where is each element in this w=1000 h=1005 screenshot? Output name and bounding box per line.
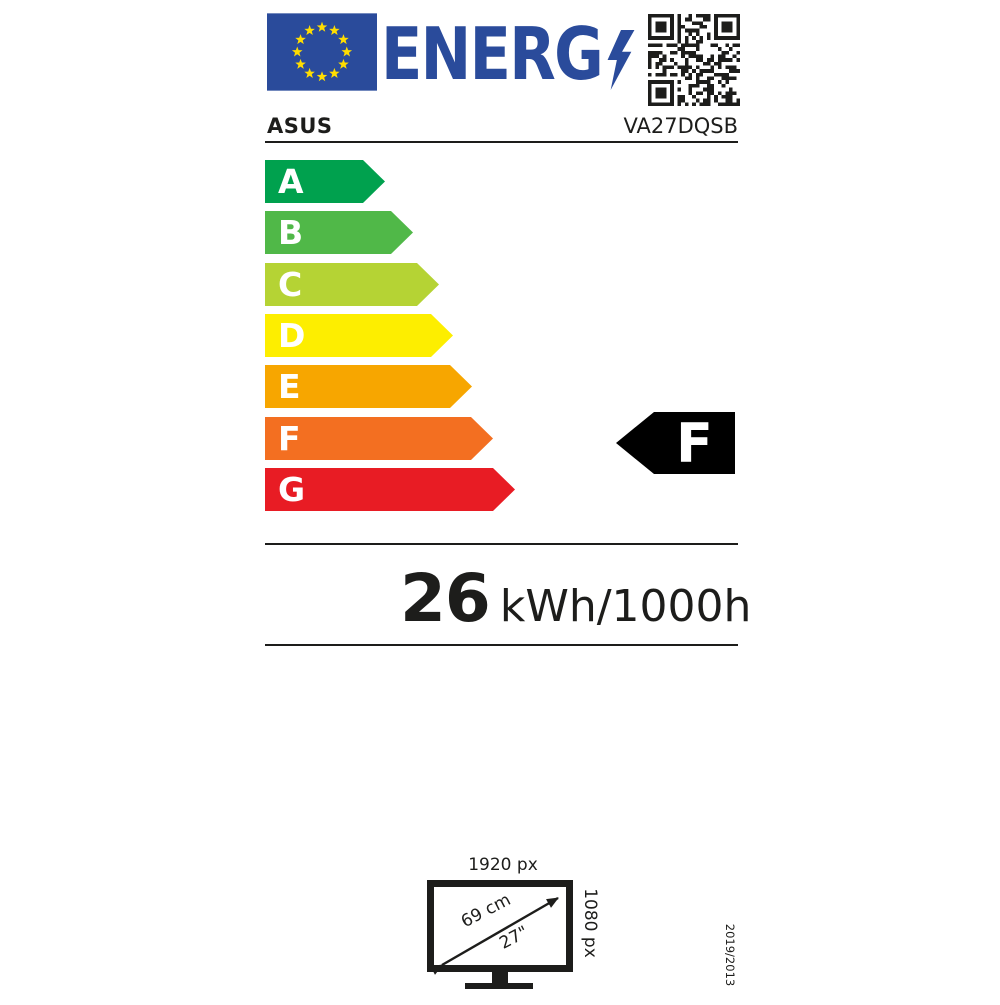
class-arrow-a: A [265,160,385,203]
regulation-number: 2019/2013 [723,923,737,987]
class-arrow-g: G [265,468,515,511]
rating-grade: F [676,411,713,475]
diagonal-arrow [429,896,559,975]
brand-name: ASUS [267,114,333,138]
divider [265,141,738,143]
rating-arrow: F [616,411,735,475]
lightning-bolt-icon [607,30,635,90]
monitor-stand-neck [492,972,508,983]
energy-consumption-value: 26 [400,560,491,637]
energy-consumption: 26 kWh/1000h [400,560,751,637]
class-arrow-c: C [265,263,439,306]
energy-label: ENERG ASUS VA27DQSB A B C D E F G F 26 k… [265,10,751,992]
energ-logo-text: ENERG [381,12,604,96]
eu-flag [267,13,377,91]
divider [265,543,738,545]
energy-consumption-unit: kWh/1000h [499,581,752,632]
class-arrow-d: D [265,314,453,357]
screen-height-label: 1080 px [580,888,600,958]
qr-code [648,14,740,106]
model-number: VA27DQSB [623,114,738,138]
divider [265,644,738,646]
monitor-stand-base [465,983,533,989]
screen-diagram [427,880,573,989]
class-arrow-e: E [265,365,472,408]
screen-width-label: 1920 px [468,855,538,875]
class-arrow-f: F [265,417,493,460]
class-arrow-b: B [265,211,413,254]
